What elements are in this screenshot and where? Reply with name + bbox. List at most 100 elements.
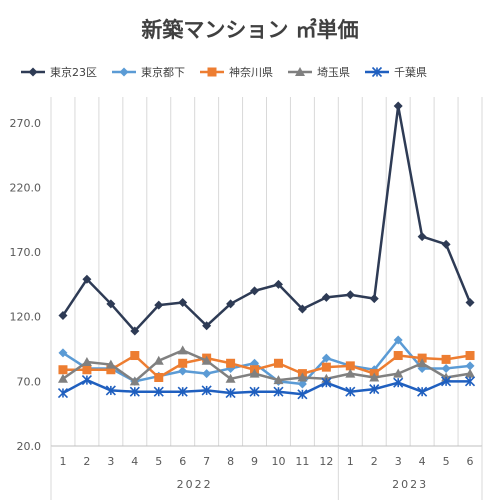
data-point: [225, 373, 236, 383]
x-tick-label: 12: [319, 455, 333, 468]
x-tick-label: 4: [131, 455, 138, 468]
data-point: [58, 310, 68, 320]
legend-label: 東京23区: [50, 66, 97, 79]
data-point: [297, 372, 308, 382]
data-point: [369, 294, 379, 304]
x-tick-label: 7: [203, 455, 210, 468]
x-tick-label: 10: [271, 455, 285, 468]
year-label: 2023: [392, 478, 428, 491]
x-tick-label: 2: [83, 455, 90, 468]
data-point: [178, 366, 188, 376]
series-line: [62, 349, 471, 383]
y-tick-label: 120.0: [10, 311, 42, 324]
x-tick-label: 5: [155, 455, 162, 468]
y-tick-label: 220.0: [10, 181, 42, 194]
data-point: [417, 358, 428, 368]
data-point: [249, 386, 260, 397]
data-point: [465, 351, 475, 361]
data-point: [250, 286, 260, 296]
data-point: [369, 372, 380, 382]
chart-title: 新築マンション ㎡単価: [141, 18, 359, 42]
x-tick-label: 11: [295, 455, 309, 468]
data-point: [273, 358, 283, 368]
y-tick-label: 70.0: [17, 375, 42, 388]
y-tick-label: 20.0: [17, 440, 42, 453]
legend-item: 東京23区: [20, 64, 97, 80]
data-point: [345, 290, 355, 300]
legend-swatch: [200, 67, 224, 77]
data-point: [345, 368, 356, 378]
data-point: [129, 376, 140, 386]
x-tick-label: 1: [59, 455, 66, 468]
data-point: [321, 292, 331, 302]
data-point: [345, 361, 355, 371]
data-point: [153, 355, 164, 365]
data-point: [130, 351, 140, 361]
data-point: [417, 232, 427, 242]
data-point: [226, 299, 236, 309]
data-point: [321, 362, 331, 372]
data-point: [297, 389, 308, 400]
y-tick-label: 170.0: [10, 246, 42, 259]
data-point: [82, 365, 92, 375]
data-point: [226, 358, 236, 368]
data-point: [58, 365, 68, 375]
data-point: [273, 375, 284, 385]
data-point: [81, 356, 92, 366]
x-tick-label: 1: [347, 455, 354, 468]
data-point: [441, 363, 451, 373]
data-point: [81, 375, 92, 386]
data-point: [154, 372, 164, 382]
data-point: [464, 376, 476, 387]
data-point: [177, 345, 188, 355]
data-point: [106, 365, 116, 375]
x-tick-label: 3: [107, 455, 114, 468]
data-point: [105, 385, 116, 396]
data-point: [321, 353, 331, 363]
legend-label: 東京都下: [141, 66, 185, 79]
data-point: [321, 377, 332, 388]
data-point: [345, 386, 356, 397]
data-point: [393, 101, 403, 111]
x-tick-label: 8: [227, 455, 234, 468]
data-point: [201, 385, 212, 396]
data-point: [393, 351, 403, 361]
legend-swatch: [112, 67, 136, 77]
data-point: [129, 386, 140, 397]
data-point: [57, 373, 68, 383]
data-point: [441, 354, 451, 364]
data-point: [417, 386, 428, 397]
data-point: [273, 279, 283, 289]
legend-swatch: [365, 66, 389, 78]
data-point: [465, 298, 475, 308]
data-point: [393, 377, 404, 388]
x-tick-label: 3: [395, 455, 402, 468]
data-point: [177, 386, 188, 397]
data-point: [225, 387, 236, 399]
legend-item: 千葉県: [364, 64, 427, 80]
legend-item: 埼玉県: [287, 64, 350, 80]
data-point: [441, 376, 452, 387]
data-point: [154, 300, 164, 310]
legend-swatch: [288, 67, 312, 76]
data-point: [465, 368, 476, 378]
x-tick-label: 9: [251, 455, 258, 468]
data-point: [57, 387, 69, 399]
x-tick-label: 2: [371, 455, 378, 468]
data-point: [130, 326, 140, 336]
data-point: [297, 304, 307, 314]
data-point: [58, 348, 68, 358]
data-point: [465, 361, 475, 371]
data-point: [441, 239, 451, 249]
x-tick-label: 5: [443, 455, 450, 468]
legend: 東京23区 東京都下 神奈川県 埼玉県 千葉県: [20, 64, 500, 80]
data-point: [393, 368, 404, 378]
data-point: [105, 359, 116, 369]
data-point: [417, 353, 427, 363]
data-point: [297, 379, 307, 389]
legend-swatch: [21, 67, 45, 77]
legend-label: 埼玉県: [317, 66, 350, 79]
data-point: [201, 355, 212, 365]
